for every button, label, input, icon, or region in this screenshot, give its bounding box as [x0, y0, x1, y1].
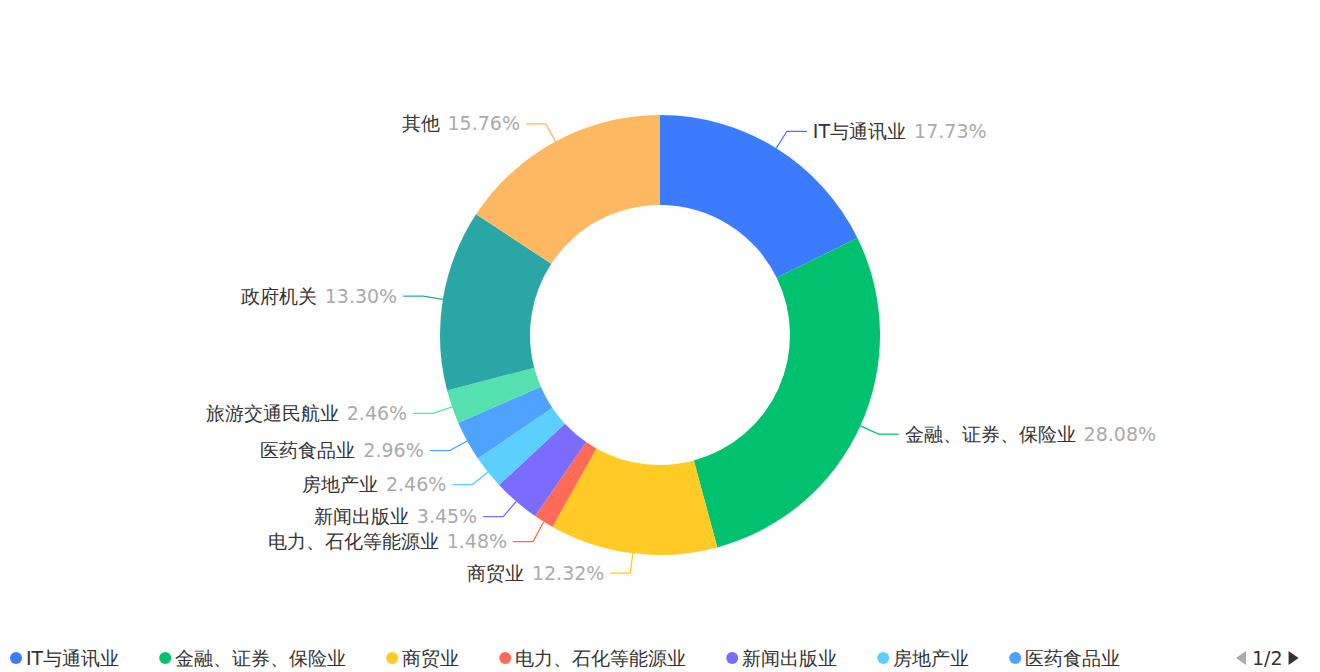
leader-line: [403, 296, 443, 299]
leader-line: [452, 472, 488, 484]
category-label: 电力、石化等能源业: [268, 530, 439, 552]
leader-line: [413, 407, 452, 414]
category-label: 商贸业: [467, 562, 524, 584]
category-label: IT与通讯业: [813, 120, 906, 142]
category-label: 金融、证券、保险业: [905, 423, 1076, 445]
legend-marker[interactable]: [1009, 652, 1021, 664]
legend-page: 1/2: [1252, 647, 1283, 669]
legend: IT与通讯业 金融、证券、保险业 商贸业 电力、石化等能源业 新闻出版业 房地产业 医药食品…: [10, 647, 1299, 669]
legend-label[interactable]: IT与通讯业: [26, 647, 119, 669]
category-label: 房地产业: [302, 473, 378, 495]
legend-label[interactable]: 商贸业: [402, 647, 459, 669]
leader-line: [513, 522, 544, 542]
legend-label[interactable]: 房地产业: [893, 647, 969, 669]
value-label: 1.48%: [447, 530, 507, 552]
legend-item[interactable]: 商贸业: [386, 647, 459, 669]
legend-marker[interactable]: [499, 652, 511, 664]
chart: IT与通讯业 17.73% 金融、证券、保险业 28.08% 12.32% 商贸业 1.48…: [0, 0, 1320, 672]
legend-label[interactable]: 医药食品业: [1025, 647, 1120, 669]
labels: IT与通讯业 17.73% 金融、证券、保险业 28.08% 12.32% 商贸业 1.48…: [206, 112, 1156, 583]
legend-label[interactable]: 新闻出版业: [742, 647, 837, 669]
value-label: 17.73%: [914, 120, 986, 142]
legend-marker[interactable]: [159, 652, 171, 664]
legend-marker[interactable]: [10, 652, 22, 664]
value-label: 28.08%: [1084, 423, 1156, 445]
leader-line: [430, 441, 468, 451]
value-label: 13.30%: [325, 285, 397, 307]
legend-item[interactable]: 电力、石化等能源业: [499, 647, 686, 669]
value-label: 3.45%: [417, 505, 477, 527]
legend-marker[interactable]: [386, 652, 398, 664]
legend-item[interactable]: 金融、证券、保险业: [159, 647, 346, 669]
category-label: 旅游交通民航业: [206, 402, 339, 424]
category-label: 其他: [402, 112, 440, 134]
slice: [694, 238, 880, 547]
legend-marker[interactable]: [877, 652, 889, 664]
legend-prev[interactable]: [1236, 651, 1246, 665]
value-label: 15.76%: [448, 112, 520, 134]
leader-line: [860, 426, 898, 434]
plot: [440, 115, 880, 555]
legend-label[interactable]: 金融、证券、保险业: [175, 647, 346, 669]
category-label: 医药食品业: [260, 439, 355, 461]
legend-next[interactable]: [1289, 651, 1299, 665]
value-label: 2.96%: [363, 439, 423, 461]
value-label: 2.46%: [347, 402, 407, 424]
legend-item[interactable]: 房地产业: [877, 647, 969, 669]
value-label: 12.32%: [532, 562, 604, 584]
leader-line: [483, 502, 516, 517]
legend-marker[interactable]: [726, 652, 738, 664]
category-label: 政府机关: [241, 285, 317, 307]
legend-item[interactable]: 新闻出版业: [726, 647, 837, 669]
legend-label[interactable]: 电力、石化等能源业: [515, 647, 686, 669]
legend-item[interactable]: IT与通讯业: [10, 647, 119, 669]
slice: [476, 115, 660, 264]
leader-line: [610, 553, 632, 573]
leader-line: [776, 131, 807, 148]
category-label: 新闻出版业: [314, 505, 409, 527]
value-label: 2.46%: [386, 473, 446, 495]
leader-line: [526, 124, 556, 142]
legend-item[interactable]: 医药食品业: [1009, 647, 1120, 669]
